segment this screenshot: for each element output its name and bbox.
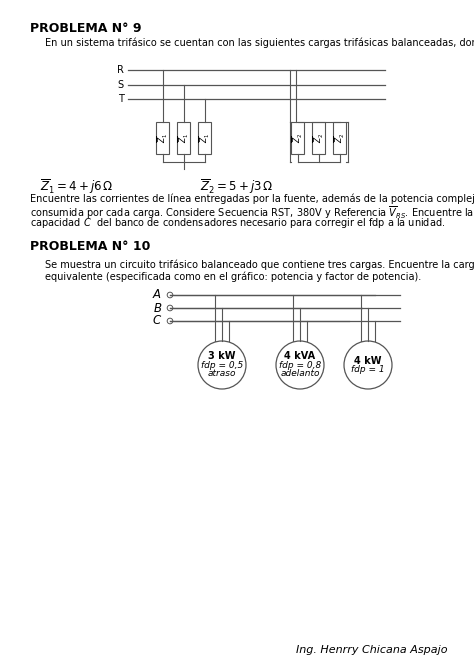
Text: R: R bbox=[117, 65, 124, 75]
Text: PROBLEMA N° 9: PROBLEMA N° 9 bbox=[30, 22, 142, 35]
Bar bbox=[312, 122, 326, 154]
Circle shape bbox=[344, 341, 392, 389]
Bar bbox=[199, 122, 211, 154]
Text: fdp = 1: fdp = 1 bbox=[351, 365, 385, 374]
Text: capacidad $C$  del banco de condensadores necesario para corregir el fdp a la un: capacidad $C$ del banco de condensadores… bbox=[30, 216, 445, 230]
Text: Se muestra un circuito trifásico balanceado que contiene tres cargas. Encuentre : Se muestra un circuito trifásico balance… bbox=[45, 260, 474, 271]
Text: consumida por cada carga. Considere Secuencia RST, 380V y Referencia $\overline{: consumida por cada carga. Considere Secu… bbox=[30, 205, 474, 221]
Text: $\overline{Z}_1 = 4 + j6\,\Omega$: $\overline{Z}_1 = 4 + j6\,\Omega$ bbox=[40, 177, 114, 196]
Circle shape bbox=[167, 306, 173, 311]
Bar bbox=[156, 122, 170, 154]
Text: adelanto: adelanto bbox=[280, 369, 320, 379]
Text: $\overline{Z}_1$: $\overline{Z}_1$ bbox=[177, 133, 191, 143]
Text: En un sistema trifásico se cuentan con las siguientes cargas trifásicas balancea: En un sistema trifásico se cuentan con l… bbox=[45, 37, 474, 48]
Bar bbox=[292, 122, 304, 154]
Text: $\overline{Z}_1$: $\overline{Z}_1$ bbox=[198, 133, 212, 143]
Circle shape bbox=[167, 318, 173, 324]
Text: fdp = 0,5: fdp = 0,5 bbox=[201, 360, 243, 369]
Text: $\overline{Z}_2 = 5 + j3\,\Omega$: $\overline{Z}_2 = 5 + j3\,\Omega$ bbox=[200, 177, 273, 196]
Bar bbox=[334, 122, 346, 154]
Circle shape bbox=[276, 341, 324, 389]
Text: $A$: $A$ bbox=[152, 289, 162, 302]
Circle shape bbox=[198, 341, 246, 389]
Text: fdp = 0,8: fdp = 0,8 bbox=[279, 360, 321, 369]
Text: $\overline{Z}_2$: $\overline{Z}_2$ bbox=[312, 133, 326, 143]
Text: $B$: $B$ bbox=[153, 302, 162, 314]
Text: 4 kVA: 4 kVA bbox=[284, 351, 316, 361]
Text: atraso: atraso bbox=[208, 369, 236, 379]
Text: Encuentre las corrientes de línea entregadas por la fuente, además de la potenci: Encuentre las corrientes de línea entreg… bbox=[30, 194, 474, 204]
Text: $C$: $C$ bbox=[152, 314, 162, 328]
Text: S: S bbox=[118, 80, 124, 90]
Text: 4 kW: 4 kW bbox=[354, 356, 382, 366]
Text: PROBLEMA N° 10: PROBLEMA N° 10 bbox=[30, 240, 150, 253]
Circle shape bbox=[167, 292, 173, 297]
Text: $\overline{Z}_2$: $\overline{Z}_2$ bbox=[291, 133, 305, 143]
Bar bbox=[177, 122, 191, 154]
Text: $\overline{Z}_1$: $\overline{Z}_1$ bbox=[156, 133, 170, 143]
Text: T: T bbox=[118, 94, 124, 104]
Text: equivalente (especificada como en el gráfico: potencia y factor de potencia).: equivalente (especificada como en el grá… bbox=[45, 271, 421, 281]
Text: 3 kW: 3 kW bbox=[208, 351, 236, 361]
Text: $\overline{Z}_2$: $\overline{Z}_2$ bbox=[333, 133, 347, 143]
Text: Ing. Henrry Chicana Aspajo: Ing. Henrry Chicana Aspajo bbox=[297, 645, 448, 655]
